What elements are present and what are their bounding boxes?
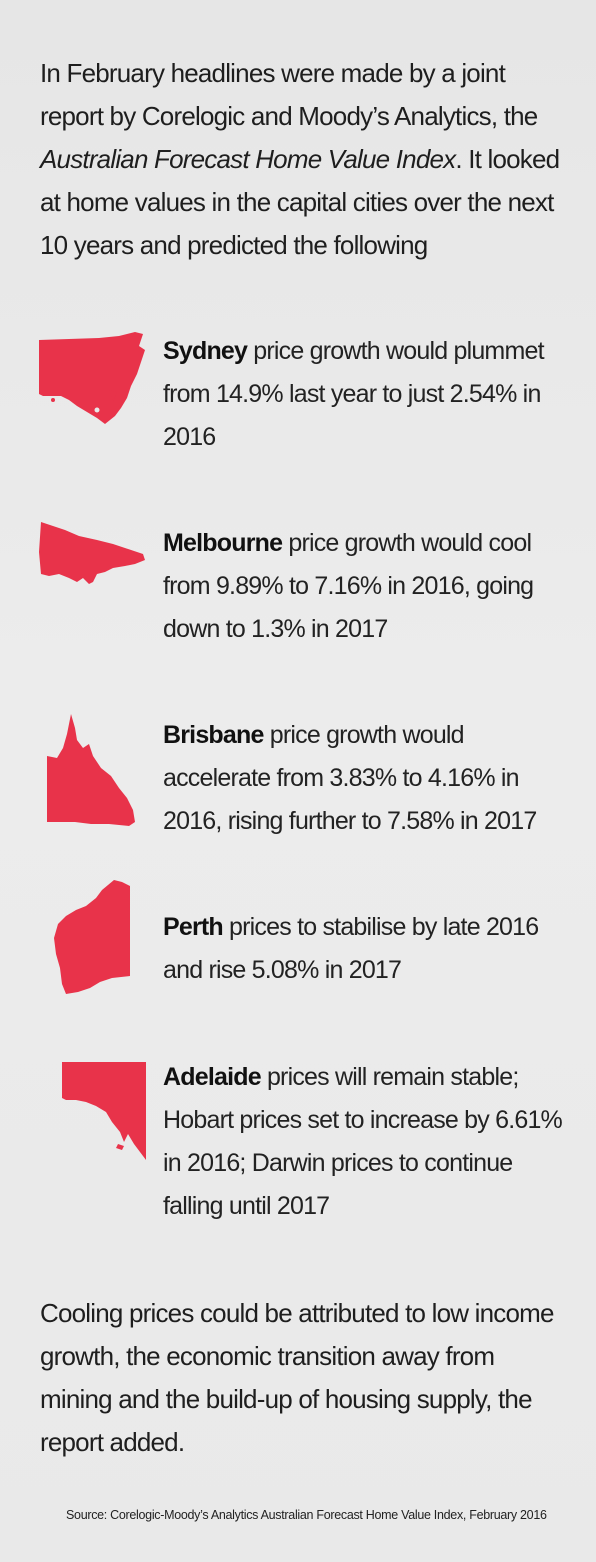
intro-text: In February headlines were made by a joi… bbox=[40, 58, 538, 131]
nsw-map-icon bbox=[39, 332, 145, 424]
source-footnote: Source: Corelogic-Moody’s Analytics Aust… bbox=[66, 1508, 547, 1522]
intro-text-end: . It looked at home values in the capita… bbox=[40, 144, 560, 260]
city-text-brisbane: Brisbane price growth would accelerate f… bbox=[163, 714, 563, 843]
city-name: Sydney bbox=[163, 337, 248, 365]
city-name: Melbourne bbox=[163, 529, 283, 557]
intro-paragraph: In February headlines were made by a joi… bbox=[40, 52, 560, 267]
wa-map-icon bbox=[54, 880, 130, 994]
city-text-adelaide: Adelaide prices will remain stable; Hoba… bbox=[163, 1056, 563, 1228]
sa-map-icon bbox=[62, 1062, 146, 1160]
city-description: prices to stabilise by late 2016 and ris… bbox=[163, 913, 539, 984]
index-name: Australian Forecast Home Value Index bbox=[40, 144, 456, 174]
city-description: price growth would cool from 9.89% to 7.… bbox=[163, 529, 534, 643]
city-name: Perth bbox=[163, 913, 224, 941]
city-description: price growth would accelerate from 3.83%… bbox=[163, 721, 537, 835]
city-text-perth: Perth prices to stabilise by late 2016 a… bbox=[163, 906, 563, 992]
city-name: Brisbane bbox=[163, 721, 264, 749]
city-text-sydney: Sydney price growth would plummet from 1… bbox=[163, 330, 563, 459]
city-description: prices will remain stable; Hobart prices… bbox=[163, 1063, 563, 1220]
qld-map-icon bbox=[47, 714, 135, 826]
city-name: Adelaide bbox=[163, 1063, 262, 1091]
city-text-melbourne: Melbourne price growth would cool from 9… bbox=[163, 522, 563, 651]
vic-map-icon bbox=[39, 522, 145, 584]
outro-paragraph: Cooling prices could be attributed to lo… bbox=[40, 1298, 554, 1457]
city-description: price growth would plummet from 14.9% la… bbox=[163, 337, 545, 451]
